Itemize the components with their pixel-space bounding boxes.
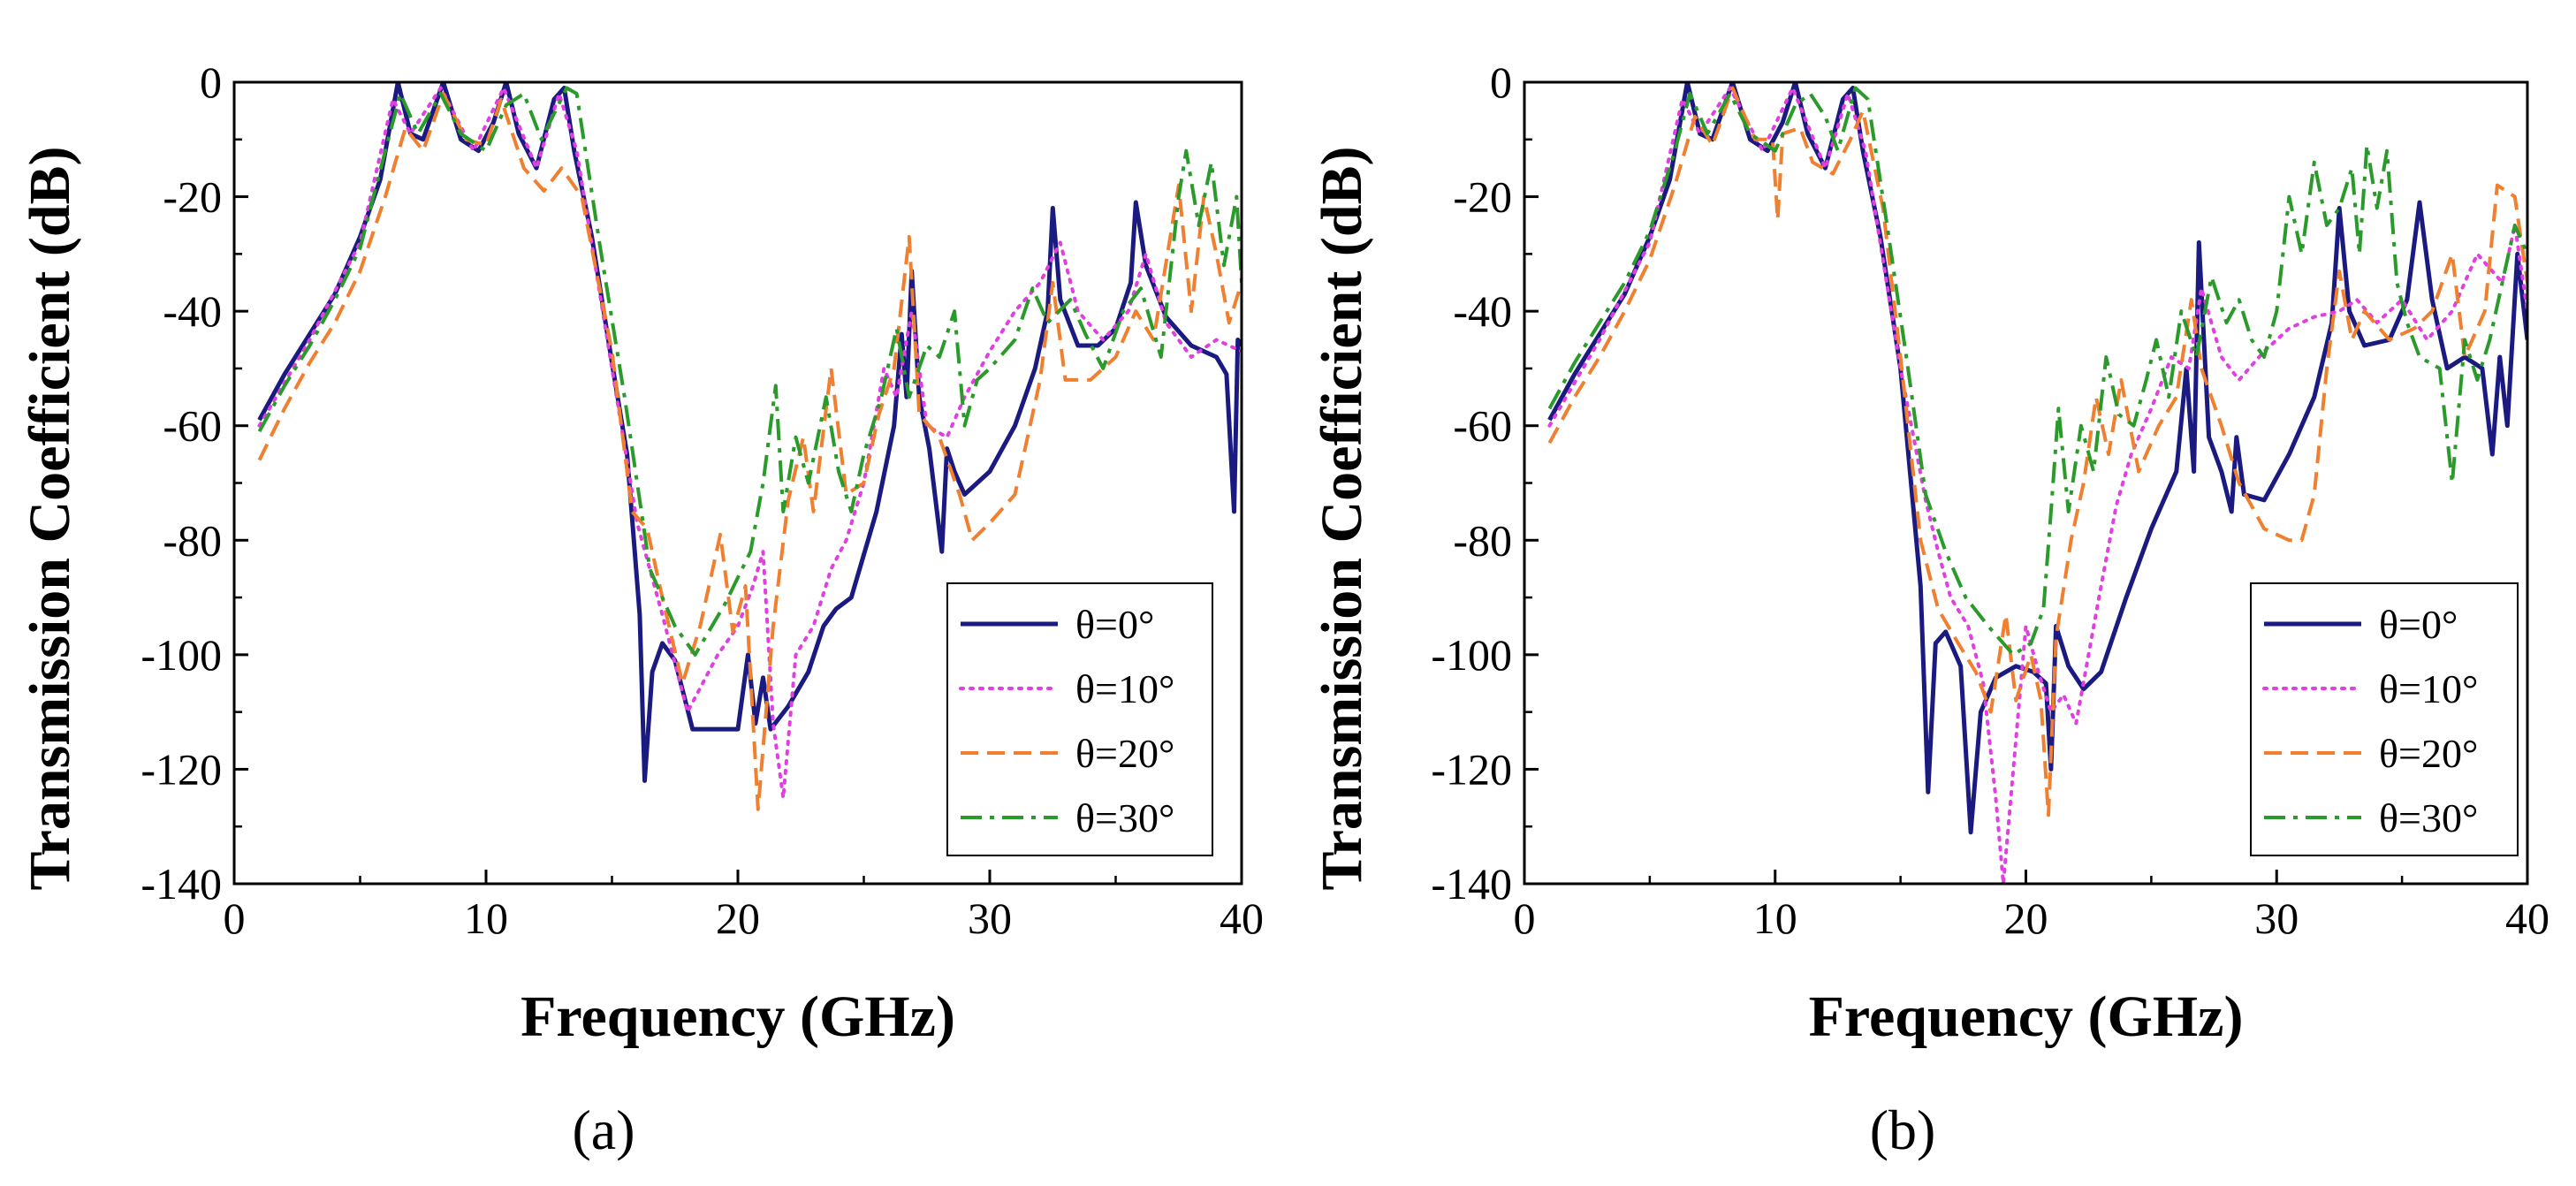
y-tick-label: -120 — [141, 744, 222, 794]
legend-label-1: θ=10° — [1075, 666, 1174, 711]
series-line-1 — [1547, 86, 2527, 884]
x-axis-title: Frequency (GHz) — [1809, 985, 2244, 1049]
legend-label-0: θ=0° — [2379, 602, 2458, 647]
x-axis-title: Frequency (GHz) — [521, 985, 955, 1049]
y-tick-label: -60 — [1453, 401, 1512, 451]
series-line-2 — [1547, 86, 2527, 817]
y-tick-label: -40 — [1453, 286, 1512, 336]
y-tick-label: -20 — [163, 172, 222, 222]
chart-panel-b: 0 10 20 30 40 0 -20 -40 -60 -80 -100 -120 -140 Freque… — [1310, 57, 2549, 1161]
y-tick-label: -100 — [1431, 630, 1512, 680]
legend-box — [2250, 582, 2519, 856]
x-tick-label: 20 — [2004, 893, 2048, 943]
x-tick-label: 40 — [2505, 893, 2549, 943]
x-tick-label: 40 — [1220, 893, 1264, 943]
series-group — [257, 82, 1242, 811]
legend-box — [946, 582, 1213, 856]
x-tick-label: 10 — [464, 893, 508, 943]
x-tick-label: 10 — [1753, 893, 1797, 943]
y-tick-label: -100 — [141, 630, 222, 680]
x-tick-label: 20 — [716, 893, 760, 943]
legend-label-3: θ=30° — [1075, 795, 1174, 840]
series-line-0 — [257, 82, 1242, 783]
y-tick-label: -80 — [163, 515, 222, 565]
y-tick-label: -140 — [141, 859, 222, 909]
legend: θ=0° θ=10° θ=20° θ=30° — [946, 582, 1213, 856]
legend-label-3: θ=30° — [2379, 795, 2478, 840]
legend: θ=0° θ=10° θ=20° θ=30° — [2250, 582, 2519, 856]
series-group — [1547, 82, 2527, 884]
series-line-3 — [257, 86, 1242, 657]
x-tick-label: 30 — [2254, 893, 2299, 943]
y-tick-label: 0 — [200, 57, 222, 107]
y-tick-label: -120 — [1431, 744, 1512, 794]
y-tick-label: -20 — [1453, 172, 1512, 222]
legend-label-1: θ=10° — [2379, 666, 2478, 711]
panel-label: (b) — [1870, 1099, 1936, 1161]
legend-label-2: θ=20° — [2379, 731, 2478, 776]
chart-panel-a: 0 10 20 30 40 0 -20 -40 -60 -80 -100 -120 -140 Freque… — [18, 57, 1264, 1161]
panel-label: (a) — [572, 1099, 635, 1161]
x-tick-label: 0 — [1514, 893, 1536, 943]
y-tick-label: -140 — [1431, 859, 1512, 909]
x-tick-label: 0 — [224, 893, 246, 943]
y-tick-label: -60 — [163, 401, 222, 451]
legend-label-0: θ=0° — [1075, 602, 1154, 647]
legend-label-2: θ=20° — [1075, 731, 1174, 776]
y-axis-title: Transmission Coefficient (dB) — [1310, 146, 1374, 890]
y-tick-label: 0 — [1490, 57, 1512, 107]
series-line-3 — [1547, 86, 2527, 657]
x-tick-label: 30 — [968, 893, 1012, 943]
y-axis-title: Transmission Coefficient (dB) — [18, 146, 82, 890]
y-tick-label: -40 — [163, 286, 222, 336]
y-tick-label: -80 — [1453, 515, 1512, 565]
